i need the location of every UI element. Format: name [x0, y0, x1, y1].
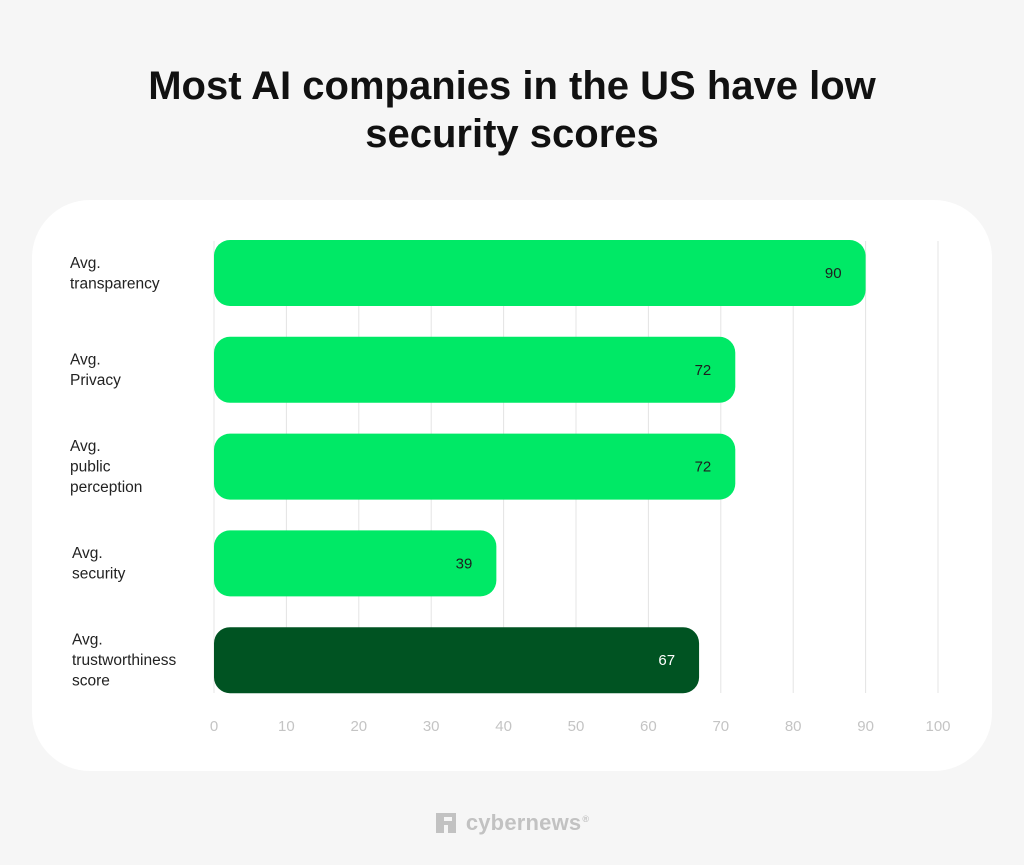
x-tick-label: 30 [423, 718, 440, 735]
category-label-line: trustworthiness [72, 652, 176, 669]
x-tick-label: 20 [350, 718, 367, 735]
bar [214, 530, 497, 597]
cybernews-logo-icon [435, 813, 456, 833]
category-label-line: transparency [70, 275, 160, 292]
x-tick-label: 80 [785, 718, 802, 735]
x-tick-label: 0 [210, 718, 218, 735]
bar-value-label: 90 [825, 265, 842, 282]
bar-value-label: 72 [695, 459, 712, 476]
category-label: Avg. transparency [70, 255, 160, 293]
category-label-line: score [72, 673, 110, 690]
category-label: Avg. trustworthiness score [72, 632, 176, 690]
x-tick-label: 40 [495, 718, 512, 735]
bar-chart: Avg. transparency Avg. Privacy Avg. public per… [70, 240, 951, 735]
x-tick-label: 100 [925, 718, 950, 735]
category-label-line: Avg. [70, 352, 101, 369]
category-label-line: security [72, 566, 126, 583]
registered-mark: ® [582, 813, 590, 824]
logo-text: cybernews® [466, 810, 589, 836]
x-tick-label: 50 [568, 718, 585, 735]
category-label-line: Avg. [70, 438, 101, 455]
category-label-line: public [70, 459, 111, 476]
category-label-line: Avg. [72, 545, 103, 562]
bar [214, 240, 866, 306]
category-label: Avg. Privacy [70, 352, 121, 390]
footer: cybernews® [0, 808, 1024, 838]
bar [214, 433, 736, 500]
logo-wordmark: cybernews [465, 810, 582, 835]
chart-title: Most AI companies in the US have low sec… [148, 64, 876, 156]
x-tick-label: 90 [857, 718, 874, 735]
x-tick-label: 10 [278, 718, 295, 735]
x-tick-label: 60 [640, 718, 657, 735]
category-labels: Avg. transparency Avg. Privacy Avg. public per… [70, 255, 176, 690]
x-tick-label: 70 [712, 718, 729, 735]
bar [214, 336, 736, 403]
category-label-line: Avg. [70, 255, 101, 272]
bars [214, 240, 866, 694]
bar-value-label: 39 [456, 555, 473, 572]
cybernews-logo[interactable]: cybernews® [435, 810, 589, 836]
x-axis-ticks: 0 10 20 30 40 50 60 70 80 90 100 [210, 718, 951, 735]
category-label-line: Privacy [70, 372, 121, 389]
bar-value-label: 72 [695, 362, 712, 379]
category-label-line: Avg. [72, 632, 103, 649]
value-labels: 90 72 72 39 67 [456, 265, 842, 669]
category-label-line: perception [70, 479, 142, 496]
category-label: Avg. security [72, 545, 126, 583]
category-label: Avg. public perception [70, 438, 142, 496]
bar [214, 627, 700, 694]
bar-value-label: 67 [658, 652, 675, 669]
chart-card: Avg. transparency Avg. Privacy Avg. public per… [32, 200, 992, 771]
